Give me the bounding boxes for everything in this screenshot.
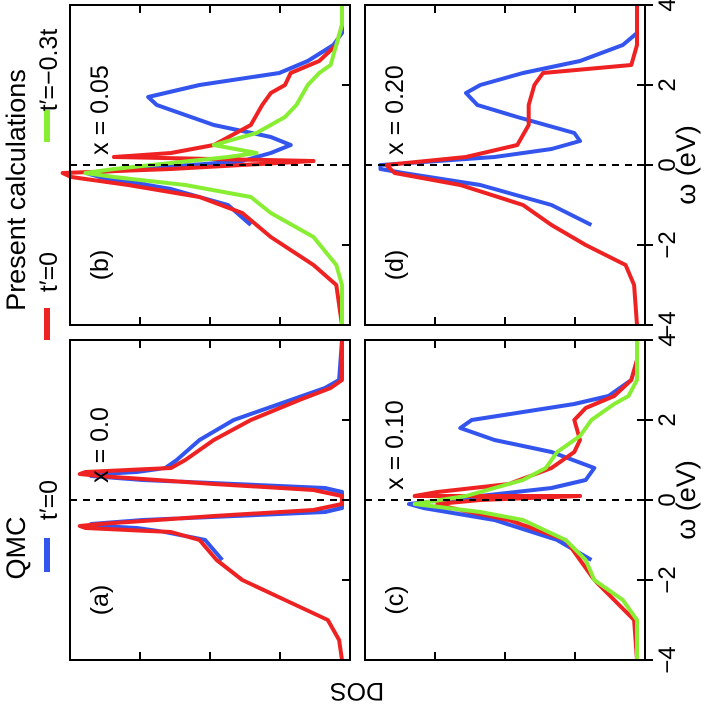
panel-a-curves xyxy=(77,339,344,661)
panel-d-label: (d) xyxy=(381,250,409,281)
legend: QMC t′=0 Present calculations t′=0 t′=−0… xyxy=(1,29,63,580)
panel-a: (a) x = 0.0 xyxy=(69,339,351,661)
panel-a-ticks xyxy=(139,339,350,661)
panel-d-ticks xyxy=(434,4,653,326)
y-axis-title: DOS xyxy=(330,677,384,705)
x-tick-labels-lower: −4 −2 0 2 4 xyxy=(654,333,681,673)
legend-qmc-title: QMC xyxy=(1,517,31,580)
panel-c-xtick-label-4: 4 xyxy=(654,333,681,346)
panel-d-xtick-label-4: 4 xyxy=(654,0,681,12)
panel-d-series-1-line xyxy=(384,5,639,326)
panel-c-series-1-line xyxy=(412,340,639,661)
panel-b-series-1-line xyxy=(60,5,344,326)
panel-c-xtick-label-0: −4 xyxy=(654,646,681,673)
panel-a-label: (a) xyxy=(86,585,114,616)
panel-c-xtick-label-1: −2 xyxy=(654,566,681,593)
x-axis-title-upper: ω (eV) xyxy=(671,125,701,205)
panel-c-series-0-line xyxy=(407,340,639,562)
panel-a-series-0-line xyxy=(89,339,344,562)
x-axis-title-lower: ω (eV) xyxy=(671,460,701,540)
panel-c: (c) x = 0.10 xyxy=(364,339,653,661)
panel-b-ticks xyxy=(139,4,350,326)
panel-b-series-2-line xyxy=(83,5,344,325)
panel-d-xtick-label-0: −4 xyxy=(654,311,681,338)
panel-a-annotation: x = 0.0 xyxy=(86,407,114,483)
legend-present-title: Present calculations xyxy=(1,69,31,311)
panel-c-ticks xyxy=(434,339,653,661)
panel-d: (d) x = 0.20 xyxy=(364,4,653,326)
panel-d-xtick-label-3: 2 xyxy=(654,78,681,91)
panel-d-xtick-label-1: −2 xyxy=(654,231,681,258)
panel-d-xtick-label-2: 0 xyxy=(654,158,681,171)
panel-c-annotation: x = 0.10 xyxy=(381,400,409,490)
legend-present-red-label: t′=0 xyxy=(35,252,63,292)
legend-qmc-series-label: t′=0 xyxy=(35,480,63,520)
panel-b: (b) x = 0.05 xyxy=(60,4,351,326)
panel-c-xtick-label-2: 0 xyxy=(654,493,681,506)
panel-d-annotation: x = 0.20 xyxy=(381,65,409,155)
panel-c-label: (c) xyxy=(381,585,409,614)
panel-d-curves xyxy=(378,5,639,326)
panel-c-curves xyxy=(407,340,639,661)
panel-b-annotation: x = 0.05 xyxy=(86,65,114,155)
panel-d-series-0-line xyxy=(378,5,639,227)
legend-present-green-label: t′=−0.3t xyxy=(35,29,63,112)
panel-c-series-2-line xyxy=(412,340,639,660)
panel-c-xtick-label-3: 2 xyxy=(654,413,681,426)
panel-b-label: (b) xyxy=(86,250,114,281)
panel-a-series-1-line xyxy=(77,340,344,661)
x-tick-labels-upper: −4 −2 0 2 4 xyxy=(654,0,681,339)
panel-b-curves xyxy=(60,5,344,326)
